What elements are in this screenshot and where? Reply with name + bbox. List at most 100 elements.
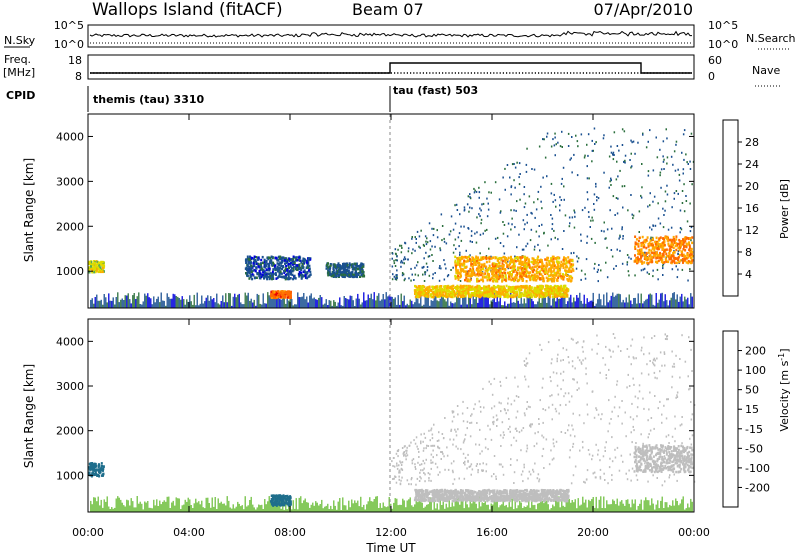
echo-cell [511,294,513,297]
echo-cell [263,276,265,279]
echo-cell [552,293,554,296]
echo-cell [668,252,670,255]
echo-cell [285,265,287,268]
echo-cell [499,288,501,291]
echo-cell [633,426,635,428]
near-range-cell [534,304,536,308]
echo-cell [420,477,422,479]
echo-cell [595,183,597,185]
echo-cell [410,442,412,444]
echo-cell [649,129,651,131]
echo-cell [479,215,481,217]
echo-cell [431,454,433,456]
echo-cell [629,385,631,387]
echo-cell [603,230,605,232]
echo-cell [628,257,630,259]
echo-cell [556,372,558,374]
echo-cell [534,287,536,290]
echo-cell [502,290,504,293]
echo-cell [566,349,568,351]
echo-cell [553,445,555,447]
echo-cell [460,226,462,228]
echo-cell [681,253,683,256]
echo-cell [685,195,687,197]
echo-cell [444,241,446,243]
echo-cell [542,275,544,278]
echo-cell [334,263,336,266]
echo-cell [564,292,566,295]
echo-cell [681,423,683,425]
echo-cell [416,264,418,266]
near-range-cell [632,304,634,308]
echo-cell [499,262,501,265]
echo-cell [415,236,417,238]
echo-cell [453,460,455,462]
echo-cell [535,279,537,282]
echo-cell [659,149,661,151]
echo-cell [654,377,656,379]
echo-cell [471,235,473,237]
near-range-cell [383,294,385,308]
echo-cell [519,267,521,270]
near-range-cell [365,301,367,308]
echo-cell [452,420,454,422]
echo-cell [554,293,556,296]
echo-cell [479,444,481,446]
echo-cell [510,458,512,460]
echo-cell [408,277,410,279]
echo-cell [640,195,642,197]
echo-cell [556,441,558,443]
echo-cell [617,175,619,177]
echo-cell [326,264,328,267]
echo-cell [628,470,630,472]
near-range-cell [582,304,584,308]
near-range-cell [648,295,650,309]
echo-cell [431,468,433,470]
echo-cell [422,469,424,471]
echo-cell [568,280,570,283]
echo-cell [542,138,544,140]
echo-cell [554,144,556,146]
echo-cell [544,289,546,292]
near-range-cell [615,296,617,309]
echo-cell [479,463,481,465]
echo-cell [553,442,555,444]
echo-cell [461,240,463,242]
echo-cell [641,252,643,255]
date-title: 07/Apr/2010 [593,0,693,19]
echo-cell [501,293,503,296]
echo-cell [504,253,506,255]
echo-cell [477,463,479,465]
near-range-cell [465,297,467,308]
echo-cell [350,273,352,276]
echo-cell [494,378,496,380]
echo-cell [399,245,401,247]
echo-cell [402,274,404,276]
echo-cell [645,239,647,242]
echo-cell [601,413,603,415]
echo-cell [510,291,512,294]
echo-cell [585,358,587,360]
echo-cell [614,337,616,339]
echo-cell [263,269,265,272]
echo-cell [557,265,559,268]
echo-cell [250,275,252,278]
echo-cell [650,237,652,239]
echo-cell [529,279,531,282]
near-range-cell [438,301,440,308]
echo-cell [690,349,692,351]
echo-cell [486,198,488,200]
echo-cell [649,227,651,229]
near-range-cell [320,295,322,308]
echo-cell [579,414,581,416]
echo-cell [498,291,500,294]
echo-cell [420,441,422,443]
echo-cell [418,291,420,294]
echo-cell [429,222,431,224]
near-range-cell [417,299,419,308]
echo-cell [480,222,482,224]
echo-cell [549,295,551,298]
echo-cell [508,257,510,260]
echo-cell [622,207,624,209]
near-range-cell [240,302,242,308]
